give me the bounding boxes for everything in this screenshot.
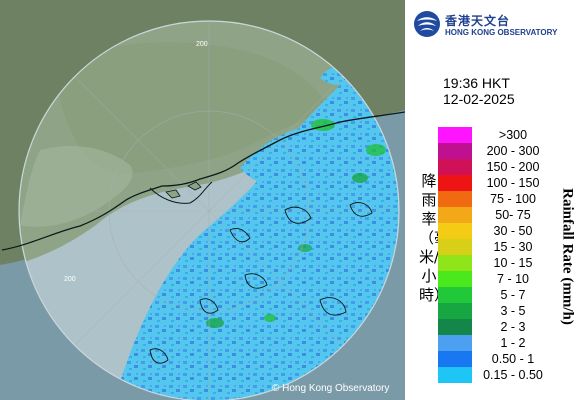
timestamp-time: 19:36 HKT <box>443 75 510 91</box>
legend-row: 2 - 3 <box>438 319 558 335</box>
legend-label: >300 <box>498 128 528 142</box>
legend-title-cn: 降雨率（毫米/小時） <box>419 172 450 304</box>
range-label-west: 200 <box>64 276 76 283</box>
hko-logo-icon <box>414 11 440 37</box>
legend-label: 5 - 7 <box>500 288 526 302</box>
island <box>165 189 181 199</box>
legend-swatch <box>438 175 472 191</box>
legend-row: 15 - 30 <box>438 239 558 255</box>
org-name-cn: 香港天文台 <box>445 14 511 28</box>
legend-swatch <box>438 159 472 175</box>
island <box>187 181 202 191</box>
org-name-en: HONG KONG OBSERVATORY <box>445 28 558 37</box>
legend-label: 30 - 50 <box>493 224 533 238</box>
legend-row: 7 - 10 <box>438 271 558 287</box>
legend-row: >300 <box>438 127 558 143</box>
legend-row: 0.50 - 1 <box>438 351 558 367</box>
legend-panel: 香港天文台 HONG KONG OBSERVATORY 19:36 HKT 12… <box>405 0 577 400</box>
legend-row: 200 - 300 <box>438 143 558 159</box>
legend-label: 3 - 5 <box>500 304 526 318</box>
legend-label: 2 - 3 <box>500 320 526 334</box>
legend-label: 1 - 2 <box>500 336 526 350</box>
legend-row: 30 - 50 <box>438 223 558 239</box>
radar-map: 200 200 © Hong Kong Observatory <box>0 0 405 400</box>
legend-label: 0.15 - 0.50 <box>483 368 543 382</box>
coastline-bay <box>149 181 213 204</box>
range-label-north: 200 <box>196 41 208 48</box>
coastline <box>1 111 405 251</box>
rain-echo-east <box>240 118 399 187</box>
range-ring <box>18 20 400 400</box>
legend-label: 15 - 30 <box>493 240 533 254</box>
legend-title-en: Rainfall Rate (mm/h) <box>559 188 576 325</box>
legend-swatch <box>438 223 472 239</box>
legend-label: 0.50 - 1 <box>491 352 535 366</box>
echo-outlines <box>149 202 373 364</box>
legend-row: 75 - 100 <box>438 191 558 207</box>
legend-swatch <box>438 255 472 271</box>
legend-row: 100 - 150 <box>438 175 558 191</box>
legend-label: 7 - 10 <box>497 272 529 286</box>
legend-swatch <box>438 143 472 159</box>
legend-row: 1 - 2 <box>438 335 558 351</box>
legend-label: 10 - 15 <box>493 256 533 270</box>
legend-swatch <box>438 191 472 207</box>
legend-swatch <box>438 287 472 303</box>
legend-label: 100 - 150 <box>486 176 540 190</box>
timestamp-date: 12-02-2025 <box>443 91 515 107</box>
legend-swatch <box>438 127 472 143</box>
legend-label: 75 - 100 <box>490 192 536 206</box>
hko-logo: 香港天文台 HONG KONG OBSERVATORY <box>413 8 573 42</box>
legend-label: 150 - 200 <box>486 160 540 174</box>
legend-label: 50- 75 <box>495 208 531 222</box>
legend-swatch <box>438 271 472 287</box>
legend-row: 0.15 - 0.50 <box>438 367 558 383</box>
legend-swatch <box>438 207 472 223</box>
legend-swatch <box>438 335 472 351</box>
legend-title-en-wrap: Rainfall Rate (mm/h) <box>555 168 577 348</box>
radar-map-svg: 200 200 <box>0 0 405 400</box>
copyright-text: © Hong Kong Observatory <box>272 383 390 394</box>
legend-row: 150 - 200 <box>438 159 558 175</box>
legend-swatch <box>438 303 472 319</box>
legend-row: 50- 75 <box>438 207 558 223</box>
radar-range-area <box>19 21 399 400</box>
legend-swatch <box>438 239 472 255</box>
legend-row: 10 - 15 <box>438 255 558 271</box>
legend-row: 3 - 5 <box>438 303 558 319</box>
legend-swatch <box>438 319 472 335</box>
legend-label: 200 - 300 <box>486 144 540 158</box>
legend-swatch <box>438 367 472 383</box>
legend-row: 5 - 7 <box>438 287 558 303</box>
legend-swatch <box>438 351 472 367</box>
